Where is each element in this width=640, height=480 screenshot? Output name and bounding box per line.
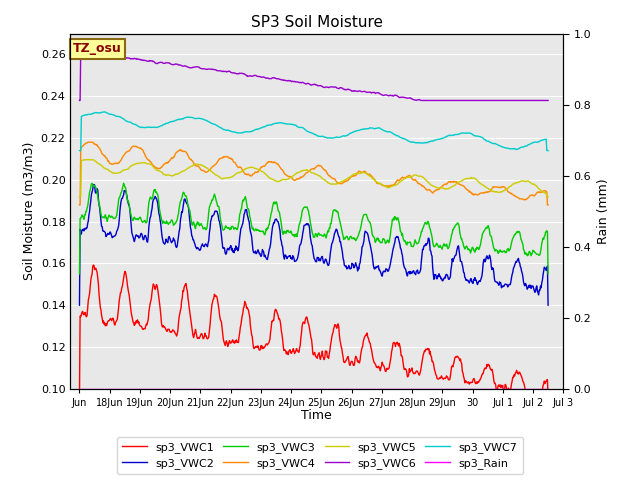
sp3_VWC2 xyxy=(294,255,301,261)
sp3_VWC5 xyxy=(276,178,284,184)
sp3_VWC3 xyxy=(544,271,552,277)
sp3_VWC1 xyxy=(424,346,431,351)
sp3_VWC1 xyxy=(544,396,552,402)
sp3_VWC5 xyxy=(424,179,431,185)
sp3_Rain xyxy=(77,386,85,392)
X-axis label: Time: Time xyxy=(301,409,332,422)
Y-axis label: Rain (mm): Rain (mm) xyxy=(597,179,610,244)
sp3_VWC2 xyxy=(142,233,150,239)
sp3_VWC3 xyxy=(76,271,83,277)
sp3_VWC4 xyxy=(76,202,83,208)
sp3_Rain xyxy=(276,386,284,392)
sp3_VWC4 xyxy=(84,139,92,145)
sp3_VWC5 xyxy=(84,156,92,162)
sp3_VWC3 xyxy=(276,214,284,219)
sp3_VWC4 xyxy=(544,202,552,208)
sp3_VWC7 xyxy=(142,125,150,131)
sp3_VWC1 xyxy=(76,396,83,402)
sp3_Rain xyxy=(141,386,149,392)
sp3_VWC6 xyxy=(76,97,83,103)
sp3_VWC7 xyxy=(76,148,83,154)
Line: sp3_VWC1: sp3_VWC1 xyxy=(79,265,548,399)
sp3_VWC6 xyxy=(142,58,150,63)
Line: sp3_VWC4: sp3_VWC4 xyxy=(79,142,548,205)
sp3_VWC6 xyxy=(412,97,420,103)
sp3_VWC5 xyxy=(77,157,85,163)
sp3_VWC7 xyxy=(276,120,284,125)
Line: sp3_VWC6: sp3_VWC6 xyxy=(79,51,548,100)
sp3_VWC5 xyxy=(412,172,420,178)
sp3_VWC2 xyxy=(544,302,552,308)
sp3_Rain xyxy=(423,386,431,392)
sp3_VWC5 xyxy=(142,160,150,166)
sp3_VWC5 xyxy=(294,170,301,176)
sp3_VWC2 xyxy=(412,269,420,275)
sp3_VWC3 xyxy=(412,240,420,246)
sp3_VWC7 xyxy=(412,140,420,145)
sp3_VWC4 xyxy=(412,178,420,184)
Line: sp3_VWC7: sp3_VWC7 xyxy=(79,112,548,151)
sp3_VWC5 xyxy=(76,194,83,200)
sp3_VWC2 xyxy=(77,231,85,237)
sp3_VWC1 xyxy=(412,368,420,374)
sp3_VWC4 xyxy=(276,164,284,170)
sp3_VWC4 xyxy=(142,154,150,159)
sp3_VWC1 xyxy=(142,323,150,329)
sp3_VWC4 xyxy=(77,144,85,150)
Text: TZ_osu: TZ_osu xyxy=(73,42,122,56)
sp3_VWC3 xyxy=(120,180,127,186)
sp3_VWC6 xyxy=(77,49,85,55)
sp3_VWC6 xyxy=(79,48,86,54)
sp3_VWC6 xyxy=(276,76,284,82)
sp3_VWC5 xyxy=(544,194,552,200)
sp3_VWC7 xyxy=(544,148,552,154)
sp3_Rain xyxy=(544,386,552,392)
sp3_VWC3 xyxy=(142,220,150,226)
sp3_VWC6 xyxy=(424,97,431,103)
sp3_VWC7 xyxy=(294,124,301,130)
sp3_Rain xyxy=(76,386,83,392)
sp3_VWC4 xyxy=(294,176,301,182)
sp3_VWC3 xyxy=(424,218,431,224)
sp3_VWC6 xyxy=(544,97,552,103)
sp3_VWC7 xyxy=(77,114,85,120)
sp3_VWC7 xyxy=(101,109,109,115)
sp3_VWC1 xyxy=(77,312,85,318)
sp3_VWC2 xyxy=(276,228,284,234)
sp3_VWC1 xyxy=(90,262,97,268)
sp3_VWC3 xyxy=(77,214,85,220)
Title: SP3 Soil Moisture: SP3 Soil Moisture xyxy=(251,15,383,30)
sp3_Rain xyxy=(293,386,301,392)
sp3_VWC7 xyxy=(424,140,431,145)
Line: sp3_VWC3: sp3_VWC3 xyxy=(79,183,548,274)
sp3_VWC1 xyxy=(276,318,284,324)
Line: sp3_VWC5: sp3_VWC5 xyxy=(79,159,548,197)
sp3_Rain xyxy=(412,386,419,392)
Y-axis label: Soil Moisture (m3/m3): Soil Moisture (m3/m3) xyxy=(22,142,35,280)
sp3_VWC2 xyxy=(76,302,83,308)
sp3_VWC4 xyxy=(424,187,431,193)
sp3_VWC6 xyxy=(294,79,301,85)
Legend: sp3_VWC1, sp3_VWC2, sp3_VWC3, sp3_VWC4, sp3_VWC5, sp3_VWC6, sp3_VWC7, sp3_Rain: sp3_VWC1, sp3_VWC2, sp3_VWC3, sp3_VWC4, … xyxy=(116,437,524,474)
sp3_VWC3 xyxy=(294,230,301,236)
Line: sp3_VWC2: sp3_VWC2 xyxy=(79,185,548,305)
sp3_VWC2 xyxy=(90,182,98,188)
sp3_VWC2 xyxy=(424,240,431,246)
sp3_VWC1 xyxy=(294,348,301,354)
